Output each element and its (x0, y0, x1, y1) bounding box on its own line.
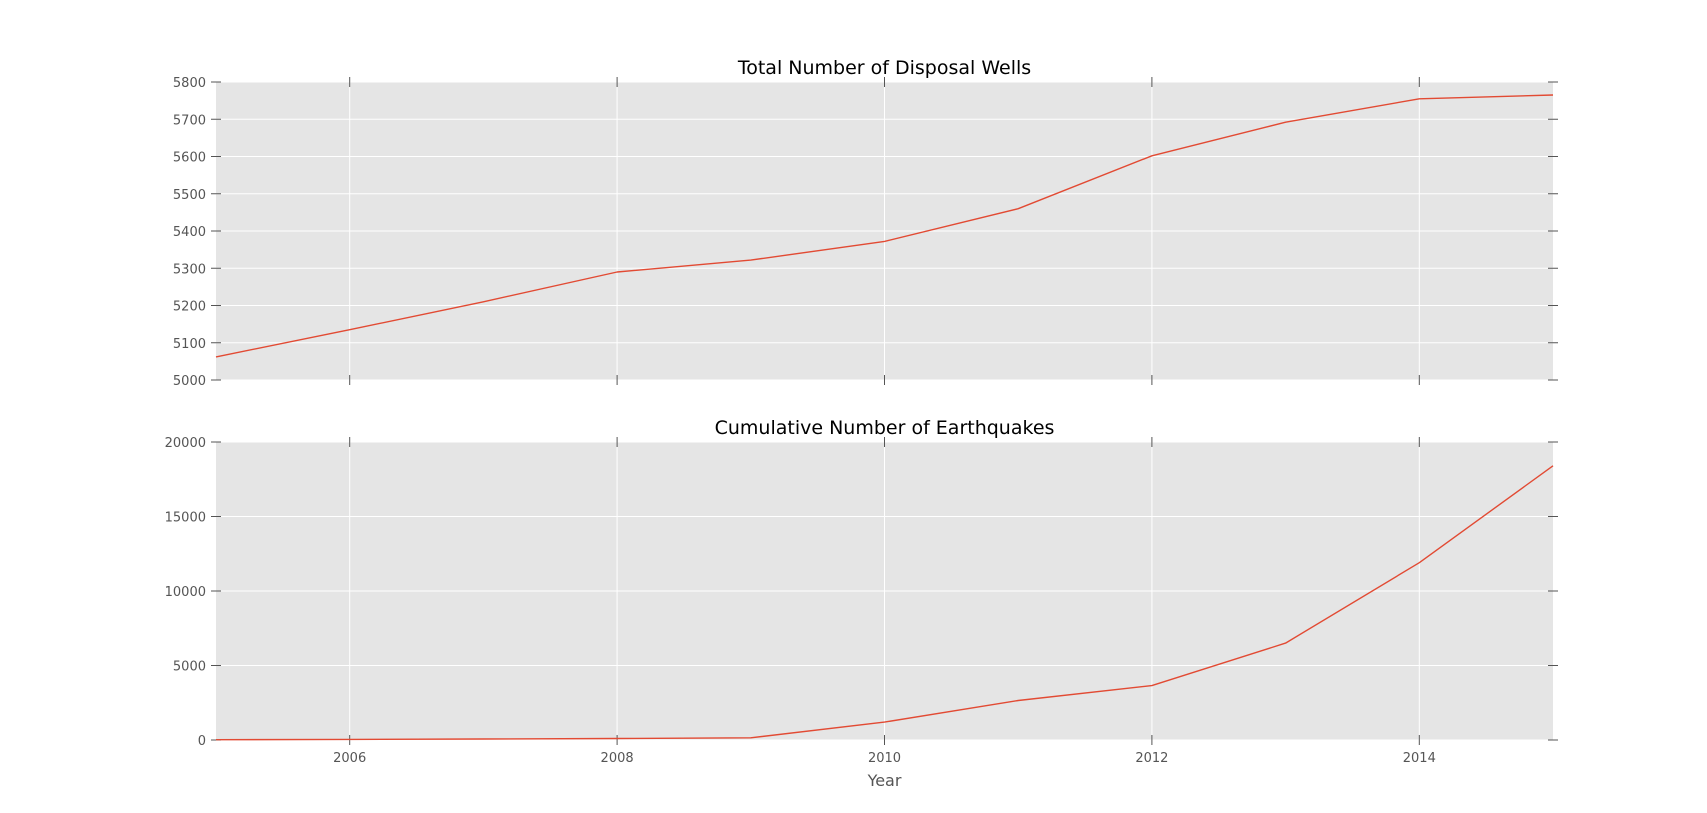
x-tick-label: 2014 (1403, 751, 1436, 766)
y-tick-label: 20000 (165, 436, 206, 451)
y-tick-label: 15000 (165, 511, 206, 526)
y-tick-label: 0 (198, 734, 206, 749)
y-tick-label: 5800 (173, 76, 206, 91)
x-axis-label: Year (867, 771, 902, 790)
chart-title: Cumulative Number of Earthquakes (715, 417, 1055, 439)
x-tick-label: 2008 (601, 751, 634, 766)
x-tick-label: 2012 (1135, 751, 1168, 766)
y-tick-label: 5400 (173, 225, 206, 240)
x-tick-label: 2010 (868, 751, 901, 766)
y-tick-label: 10000 (165, 585, 206, 600)
y-tick-label: 5300 (173, 262, 206, 277)
y-tick-label: 5200 (173, 300, 206, 315)
x-tick-label: 2006 (333, 751, 366, 766)
y-tick-label: 5500 (173, 188, 206, 203)
y-tick-label: 5600 (173, 151, 206, 166)
earthquakes-chart: 0 5000 10000 15000 20000 2006 2008 2010 2012 2014… (165, 417, 1558, 766)
y-tick-label: 5000 (173, 374, 206, 389)
y-tick-label: 5100 (173, 337, 206, 352)
chart-title: Total Number of Disposal Wells (737, 57, 1031, 79)
y-tick-label: 5700 (173, 113, 206, 128)
y-tick-label: 5000 (173, 660, 206, 675)
disposal-wells-chart: 5000 5100 5200 5300 5400 5500 5600 5700 5800 Tota… (173, 57, 1558, 389)
